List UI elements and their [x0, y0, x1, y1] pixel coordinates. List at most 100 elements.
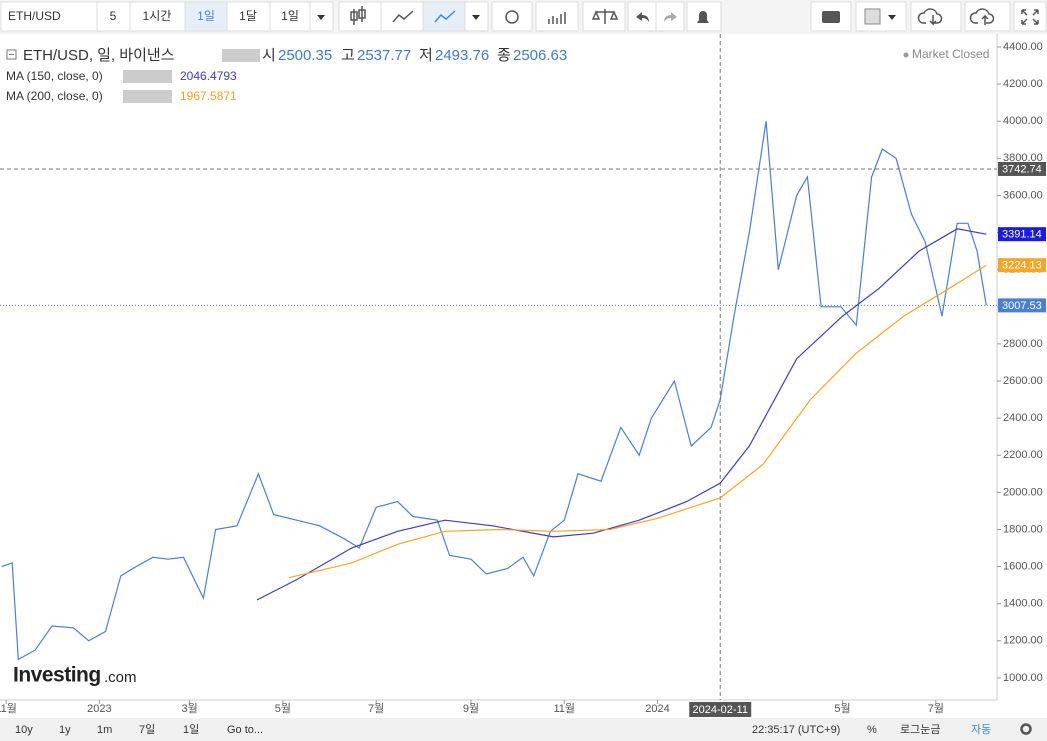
- interval: 1달: [239, 9, 257, 23]
- crosshair-price: 3742.74: [1002, 163, 1042, 175]
- line-icon: [434, 10, 456, 23]
- caret: [472, 15, 480, 20]
- crosshair-date: 2024-02-11: [692, 704, 747, 716]
- indicator-button[interactable]: [535, 1, 579, 32]
- y-tick-label: 1400.00: [1003, 598, 1043, 610]
- ohlc-label: 저: [419, 47, 433, 64]
- collapse-box[interactable]: [6, 49, 17, 60]
- price-tag-bg: [998, 227, 1046, 242]
- scale-icon: [591, 9, 619, 24]
- x-tick-label: 7월: [368, 702, 384, 715]
- price-line: [1, 121, 987, 661]
- bell-icon: [697, 11, 709, 23]
- y-tick-label: 2600.00: [1003, 375, 1043, 387]
- caret: [888, 15, 896, 20]
- range-button[interactable]: 1일: [183, 722, 199, 736]
- range-button[interactable]: 1y: [59, 724, 71, 736]
- cloud-icon: [917, 8, 943, 26]
- range-button[interactable]: 7일: [139, 722, 155, 736]
- symbol-box[interactable]: [0, 1, 98, 32]
- ohlc-label: 고: [341, 47, 355, 64]
- fullscreen-icon: [1021, 9, 1039, 25]
- ma-value: 2046.4793: [180, 69, 237, 83]
- interval: 1일: [281, 9, 299, 23]
- x-tick-label: 11월: [0, 702, 17, 715]
- interval-button[interactable]: [96, 1, 131, 32]
- logo-suffix: .com: [104, 669, 137, 686]
- candle-button[interactable]: [338, 1, 382, 32]
- x-tick-label: 11월: [553, 702, 575, 715]
- redo-icon: [664, 12, 677, 22]
- candle-icon: [350, 6, 366, 25]
- logo: Investing: [13, 664, 101, 687]
- interval-button[interactable]: [226, 1, 271, 32]
- legend-tools[interactable]: [123, 90, 172, 103]
- y-tick-label: 1000.00: [1003, 672, 1043, 684]
- interval-button-selected[interactable]: [184, 1, 228, 32]
- percent-toggle[interactable]: %: [867, 724, 877, 736]
- x-tick-label: 5월: [834, 702, 850, 715]
- y-tick-label: 2000.00: [1003, 486, 1043, 498]
- y-tick-label: 4200.00: [1003, 78, 1043, 90]
- fullscreen-button[interactable]: [1013, 1, 1047, 32]
- legend-tools[interactable]: [222, 49, 260, 62]
- ohlc-label: 종: [497, 47, 511, 64]
- crosshair-price-bg: [998, 161, 1046, 176]
- price-tag: 3391.14: [1002, 229, 1042, 241]
- bottom-controls: 10y 1y 1m 7일 1일 Go to... 22:35:17 (UTC+9…: [15, 722, 1032, 736]
- legend: ETH/USD, 일, 바이낸스 시 2500.35 고 2537.77 저 2…: [6, 47, 989, 103]
- x-tick-label: 5월: [275, 702, 291, 715]
- y-tick-label: 2200.00: [1003, 449, 1043, 461]
- settings-button[interactable]: [491, 1, 533, 32]
- gear-icon: [505, 10, 519, 24]
- ma-label: MA (150, close, 0): [6, 69, 103, 83]
- plot: [0, 34, 1001, 704]
- legend-title: ETH/USD, 일, 바이낸스: [23, 47, 175, 64]
- goto-button[interactable]: Go to...: [227, 724, 263, 736]
- y-tick-label: 2400.00: [1003, 412, 1043, 424]
- crosshair-date-bg: [689, 702, 752, 717]
- bottom-bar: [0, 718, 1047, 741]
- interval: 5: [110, 9, 117, 23]
- interval-button[interactable]: [269, 1, 311, 32]
- log-toggle[interactable]: 로그눈금: [900, 723, 940, 736]
- camera-icon: [822, 11, 840, 23]
- interval-button[interactable]: [129, 1, 186, 32]
- y-tick-label: 3800.00: [1003, 152, 1043, 164]
- y-tick-label: 4400.00: [1003, 41, 1043, 53]
- range-button[interactable]: 10y: [15, 724, 33, 736]
- price-tag: 3224.13: [1002, 260, 1042, 272]
- y-tick-label: 1800.00: [1003, 523, 1043, 535]
- price-tag-bg: [998, 258, 1046, 273]
- cloud-upload[interactable]: [964, 1, 1011, 32]
- compare-button[interactable]: [582, 1, 626, 32]
- settings-icon[interactable]: [1020, 723, 1032, 735]
- ohlc-value: 2500.35: [278, 47, 332, 64]
- ohlc-value: 2506.63: [513, 47, 567, 64]
- interval: 1일: [197, 9, 215, 23]
- auto-toggle[interactable]: 자동: [971, 723, 991, 736]
- area-icon: [392, 10, 414, 23]
- x-tick-label: 9월: [463, 702, 479, 715]
- ohlc-label: 시: [262, 47, 276, 64]
- x-tick-label: 3월: [181, 702, 197, 715]
- ma-label: MA (200, close, 0): [6, 89, 103, 103]
- ohlc-value: 2537.77: [357, 47, 411, 64]
- indicator-icon: [548, 12, 566, 24]
- y-tick-label: 2800.00: [1003, 338, 1043, 350]
- interval: 1시간: [143, 9, 172, 23]
- color-swatch: [864, 8, 881, 25]
- ma-value: 1967.5871: [180, 89, 237, 103]
- ma-line: [288, 264, 987, 579]
- caret: [317, 15, 325, 20]
- price-tag: 3007.53: [1002, 300, 1042, 312]
- cloud-icon: [969, 8, 995, 25]
- legend-tools[interactable]: [123, 70, 172, 83]
- tool-icons: [338, 1, 1047, 32]
- y-tick-label: 3600.00: [1003, 189, 1043, 201]
- range-button[interactable]: 1m: [97, 724, 112, 736]
- market-status: Market Closed: [912, 47, 989, 61]
- undo-button[interactable]: [627, 1, 657, 32]
- color-button[interactable]: [855, 1, 907, 32]
